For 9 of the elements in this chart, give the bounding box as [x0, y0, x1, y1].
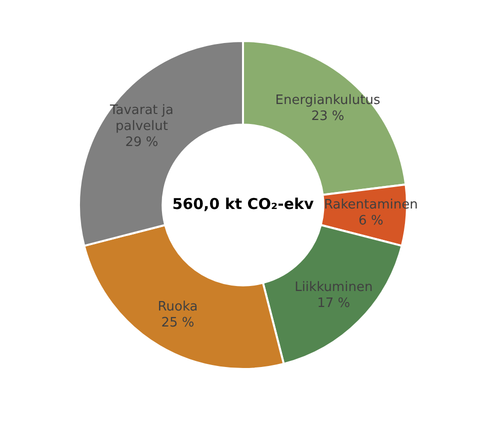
slice-label: Ruoka	[158, 300, 198, 315]
data-label: 25 %	[161, 316, 194, 331]
data-label: 6 %	[358, 213, 384, 228]
data-label: 17 %	[317, 296, 350, 312]
slice-label: Tavarat ja palvelut	[108, 102, 174, 134]
slice-label: Liikkuminen	[294, 280, 373, 296]
data-label: 29 %	[125, 134, 158, 150]
data-label: 23 %	[311, 109, 344, 124]
text: 560,0 kt CO₂-ekv	[172, 194, 314, 213]
